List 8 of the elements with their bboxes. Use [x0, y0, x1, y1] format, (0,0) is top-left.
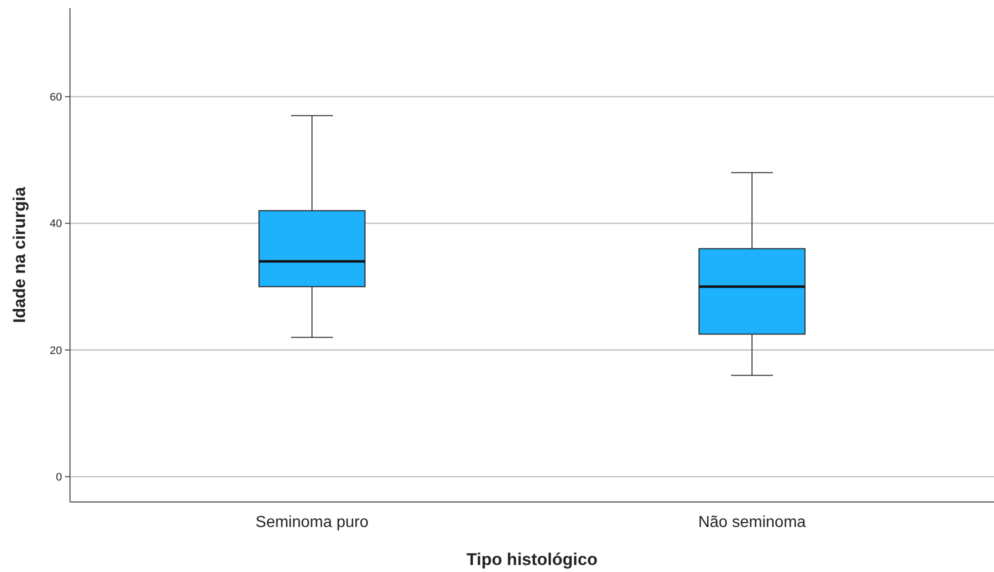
x-tick-label: Não seminoma — [698, 514, 806, 531]
y-axis-title: Idade na cirurgia — [10, 186, 29, 324]
x-axis-title: Tipo histológico — [466, 550, 598, 569]
y-tick-label: 20 — [50, 344, 62, 357]
y-tick-label: 0 — [56, 472, 62, 484]
y-tick-label: 40 — [50, 218, 62, 230]
x-tick-label: Seminoma puro — [256, 514, 369, 531]
y-tick-label: 60 — [50, 92, 62, 104]
